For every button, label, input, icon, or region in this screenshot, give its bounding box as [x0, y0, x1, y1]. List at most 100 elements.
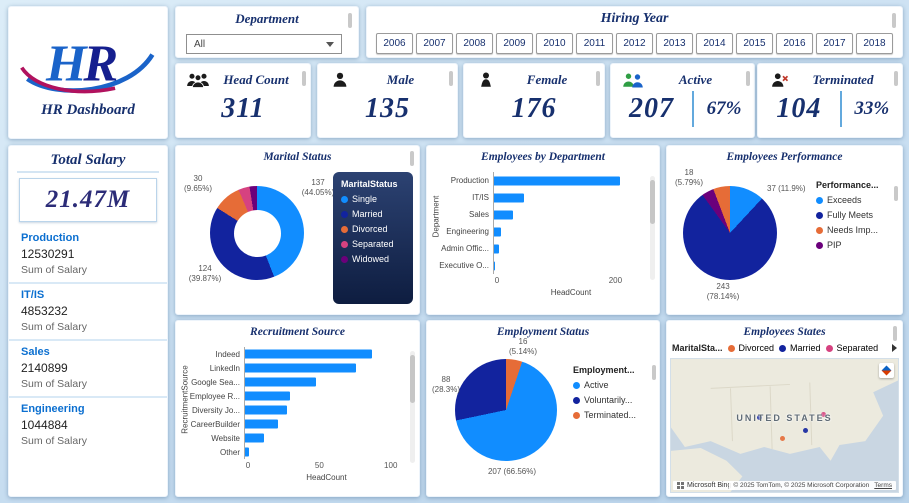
total-salary-title: Total Salary: [50, 152, 126, 168]
bar-category-label: Production: [450, 176, 489, 185]
legend-item[interactable]: Fully Meets: [816, 210, 888, 220]
bar[interactable]: [494, 193, 525, 202]
salary-row-caption: Sum of Salary: [21, 321, 87, 333]
kpi-card-active[interactable]: Active 207 67%: [610, 63, 755, 138]
bing-label: Microsoft Bing: [687, 482, 732, 489]
legend-item[interactable]: Married: [341, 209, 405, 219]
performance-pie[interactable]: [683, 186, 777, 280]
bar-category-label: Engineering: [446, 227, 489, 236]
recruitment-bars: Indeed LinkedIn Google Sea... Employee R...…: [184, 347, 405, 459]
bar[interactable]: [245, 363, 356, 373]
year-button[interactable]: 2013: [656, 33, 693, 54]
visual-scrollbar[interactable]: [746, 71, 750, 86]
legend-items: Single Married Divorced Separated Widowed: [341, 194, 405, 264]
employment-status-pie[interactable]: [455, 359, 557, 461]
marital-status-donut[interactable]: [210, 186, 304, 280]
visual-scrollbar[interactable]: [410, 151, 414, 166]
total-salary-card[interactable]: Total Salary 21.47M Production 12530291 …: [8, 145, 168, 497]
visual-scrollbar[interactable]: [652, 365, 656, 380]
legend-item[interactable]: Separated: [341, 239, 405, 249]
legend-dot-icon: [341, 240, 348, 248]
legend-item[interactable]: Married: [779, 343, 821, 353]
map-bubble[interactable]: [779, 436, 785, 442]
visual-scrollbar[interactable]: [348, 13, 352, 28]
bar[interactable]: [245, 419, 279, 429]
bar-row: Engineering: [435, 223, 645, 240]
terms-link[interactable]: Terms: [874, 482, 892, 489]
bar[interactable]: [494, 244, 500, 253]
kpi-card-head-count[interactable]: Head Count 311: [175, 63, 311, 138]
bar[interactable]: [494, 227, 501, 236]
year-button[interactable]: 2009: [496, 33, 533, 54]
visual-scrollbar[interactable]: [893, 326, 897, 341]
visual-scrollbar[interactable]: [596, 71, 600, 86]
bar[interactable]: [245, 405, 288, 415]
legend-dot-icon: [816, 211, 823, 219]
kpi-card-female[interactable]: Female 176: [463, 63, 605, 138]
bar[interactable]: [494, 261, 495, 270]
legend-more-icon[interactable]: [892, 344, 897, 352]
legend-item[interactable]: Separated: [825, 343, 878, 353]
bar[interactable]: [245, 433, 264, 443]
legend-item[interactable]: Terminated...: [573, 410, 651, 420]
map-canvas[interactable]: UNITED STATES Microsoft Bing © 2025 TomT…: [670, 358, 899, 493]
visual-scrollbar[interactable]: [894, 71, 898, 86]
year-button[interactable]: 2011: [576, 33, 613, 54]
year-button[interactable]: 2017: [816, 33, 853, 54]
salary-row-value: 12530291: [21, 247, 75, 261]
salary-row-dept: Production: [21, 232, 80, 244]
year-button[interactable]: 2010: [536, 33, 573, 54]
year-button[interactable]: 2018: [856, 33, 893, 54]
legend-item[interactable]: Single: [341, 194, 405, 204]
legend-item[interactable]: Widowed: [341, 254, 405, 264]
bar[interactable]: [245, 391, 291, 401]
logo-letter-r: R: [82, 35, 118, 93]
year-button[interactable]: 2008: [456, 33, 493, 54]
map-bubble[interactable]: [802, 428, 808, 434]
visual-scrollbar[interactable]: [449, 71, 453, 86]
legend-item[interactable]: Voluntarily...: [573, 395, 651, 405]
kpi-percentage: 33%: [854, 98, 890, 119]
salary-row: Production 12530291 Sum of Salary: [9, 227, 167, 284]
bar-track: [493, 172, 645, 189]
legend-label: Divorced: [738, 343, 775, 353]
legend-item[interactable]: Divorced: [341, 224, 405, 234]
legend-item[interactable]: Exceeds: [816, 195, 888, 205]
chart-scrollbar[interactable]: [410, 351, 415, 463]
year-button[interactable]: 2007: [416, 33, 453, 54]
salary-row-caption: Sum of Salary: [21, 378, 87, 390]
bar[interactable]: [494, 176, 621, 185]
bar[interactable]: [245, 447, 250, 457]
bar[interactable]: [494, 210, 513, 219]
bar-row: Sales: [435, 206, 645, 223]
visual-scrollbar[interactable]: [302, 71, 306, 86]
bing-attribution[interactable]: Microsoft Bing: [673, 481, 736, 490]
department-dropdown[interactable]: All: [186, 34, 342, 54]
year-button[interactable]: 2014: [696, 33, 733, 54]
legend-item[interactable]: Active: [573, 380, 651, 390]
year-button[interactable]: 2006: [376, 33, 413, 54]
chart-title: Employees by Department: [481, 151, 605, 163]
bar[interactable]: [245, 377, 317, 387]
map-bubble[interactable]: [757, 414, 763, 420]
year-button[interactable]: 2016: [776, 33, 813, 54]
kpi-card-male[interactable]: Male 135: [317, 63, 458, 138]
bar[interactable]: [245, 349, 372, 359]
bar-track: [244, 389, 405, 403]
legend-item[interactable]: Divorced: [727, 343, 775, 353]
visual-scrollbar[interactable]: [894, 186, 898, 201]
year-button[interactable]: 2015: [736, 33, 773, 54]
map-control-button[interactable]: [879, 363, 894, 378]
x-axis-ticks: 0 200: [495, 276, 645, 286]
chart-title: Employees Performance: [726, 151, 843, 163]
legend-items: Divorced Married Separated: [727, 343, 878, 353]
chart-scrollbar[interactable]: [650, 176, 655, 280]
legend-item[interactable]: PIP: [816, 240, 888, 250]
visual-scrollbar[interactable]: [892, 13, 896, 28]
salary-row-value: 2140899: [21, 361, 68, 375]
legend-item[interactable]: Needs Imp...: [816, 225, 888, 235]
kpi-card-terminated[interactable]: Terminated 104 33%: [757, 63, 903, 138]
map-bubble[interactable]: [820, 412, 826, 418]
legend-dot-icon: [779, 344, 787, 352]
year-button[interactable]: 2012: [616, 33, 653, 54]
